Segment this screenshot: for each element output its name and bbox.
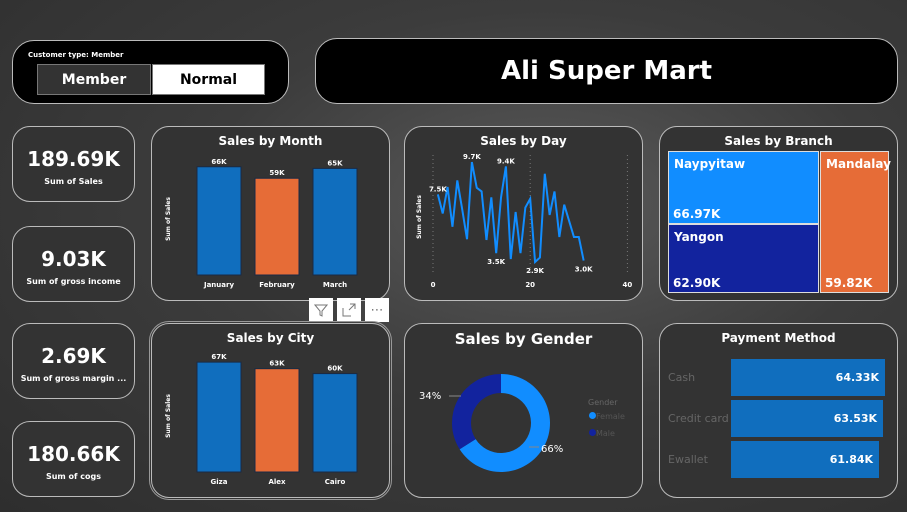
slicer-title: Customer type: Member [28, 51, 124, 59]
kpi-value: 2.69K [41, 344, 106, 368]
x-tick-label: Cairo [325, 478, 346, 486]
x-tick-label: Alex [268, 478, 286, 486]
x-tick-label: 40 [623, 281, 633, 289]
donut-slice-female [459, 374, 550, 472]
y-axis-label: Sum of Sales [416, 195, 423, 239]
kpi-value: 189.69K [27, 147, 120, 171]
treemap-tile-naypyitaw[interactable]: Naypyitaw 66.97K [668, 151, 819, 224]
more-options-icon[interactable]: ⋯ [365, 298, 389, 322]
data-label: 3.5K [487, 258, 505, 266]
data-label: 9.7K [463, 153, 481, 161]
kpi-card-sales: 189.69K Sum of Sales [12, 126, 135, 202]
treemap-tile-yangon[interactable]: Yangon 62.90K [668, 224, 819, 293]
sales-by-day-chart: Sum of Sales 0 20 40 7.5K 9.7K 3.5K 9.4K 2.9K 3.0… [416, 153, 633, 289]
tile-value: 59.82K [825, 276, 873, 290]
kpi-card-cogs: 180.66K Sum of cogs [12, 421, 135, 497]
data-label: 9.4K [497, 157, 515, 165]
data-label: 3.0K [575, 266, 593, 274]
legend-label: Female [596, 412, 625, 421]
kpi-card-gross-income: 9.03K Sum of gross income [12, 226, 135, 302]
sales-by-month-card[interactable]: Sales by Month Sum of Sales 66K January 59K… [151, 126, 390, 301]
sales-by-month-chart: Sum of Sales 66K January 59K February 65K Marc… [165, 158, 358, 289]
x-tick-label: January [203, 281, 234, 289]
x-tick-label: March [323, 281, 347, 289]
payment-label-ewallet: Ewallet [668, 453, 708, 466]
slicer-option-normal[interactable]: Normal [152, 64, 265, 95]
header-banner: Ali Super Mart [315, 38, 898, 104]
bar [312, 167, 358, 276]
sales-by-gender-card[interactable]: Sales by Gender 66% 34% Gender Female Mal… [404, 323, 643, 498]
filter-icon[interactable] [309, 298, 333, 322]
bar [196, 361, 242, 473]
x-tick-label: Giza [211, 478, 228, 486]
slicer-option-member[interactable]: Member [37, 64, 151, 95]
chart-title: Sales by Day [480, 134, 567, 148]
payment-label-credit-card: Credit card [668, 412, 729, 425]
payment-bar-ewallet[interactable]: 61.84K [731, 441, 880, 478]
sales-by-day-card[interactable]: Sales by Day Sum of Sales 0 20 40 7.5K 9.7K 3.… [404, 126, 643, 301]
kpi-value: 180.66K [27, 442, 120, 466]
page-title: Ali Super Mart [500, 56, 713, 86]
data-label: 63K [269, 360, 285, 368]
chart-title: Sales by Gender [454, 330, 593, 348]
payment-label-cash: Cash [668, 371, 696, 384]
legend-title: Gender [588, 398, 618, 407]
x-tick-label: 0 [431, 281, 436, 289]
customer-type-slicer: Customer type: Member Member Normal [12, 40, 289, 104]
chart-title: Sales by Branch [724, 134, 833, 148]
sales-by-city-card[interactable]: Sales by City Sum of Sales 67K Giza 63K Alex… [149, 321, 392, 500]
sales-by-gender-chart: 66% 34% [419, 374, 563, 472]
kpi-card-gross-margin: 2.69K Sum of gross margin ... [12, 323, 135, 399]
donut-slice-male [452, 374, 501, 450]
sales-line [436, 161, 585, 265]
bar [254, 368, 300, 473]
data-label: 7.5K [429, 185, 447, 193]
bar [196, 166, 242, 276]
data-label: 67K [211, 353, 227, 361]
y-axis-label: Sum of Sales [165, 197, 172, 241]
x-tick-label: February [259, 281, 295, 289]
data-label: 34% [419, 391, 441, 402]
data-label: 60K [327, 365, 343, 373]
bar [254, 177, 300, 276]
tile-label: Yangon [674, 230, 724, 244]
y-axis-label: Sum of Sales [165, 394, 172, 438]
legend-label: Male [596, 429, 615, 438]
chart-title: Sales by City [226, 331, 315, 345]
data-label: 65K [327, 159, 343, 167]
tile-label: Mandalay [826, 157, 891, 171]
tile-value: 66.97K [673, 207, 721, 221]
tile-label: Naypyitaw [674, 157, 746, 171]
legend-item-female[interactable]: Female [589, 412, 625, 421]
x-tick-label: 20 [525, 281, 535, 289]
tile-value: 62.90K [673, 276, 721, 290]
data-label: 66% [541, 444, 563, 455]
data-label: 2.9K [526, 267, 544, 275]
kpi-label: Sum of Sales [44, 177, 103, 186]
legend-dot-icon [589, 412, 596, 419]
chart-title: Sales by Month [218, 134, 323, 148]
sales-by-city-chart: Sum of Sales 67K Giza 63K Alex 60K Cairo [165, 353, 358, 486]
kpi-label: Sum of cogs [45, 472, 102, 481]
bar [312, 373, 358, 473]
treemap-tile-mandalay[interactable]: Mandalay 59.82K [820, 151, 891, 293]
chart-title: Payment Method [721, 331, 836, 345]
legend-dot-icon [589, 429, 596, 436]
focus-mode-icon[interactable] [337, 298, 361, 322]
legend-item-male[interactable]: Male [589, 429, 615, 438]
payment-bar-credit-card[interactable]: 63.53K [731, 400, 884, 437]
kpi-value: 9.03K [41, 247, 106, 271]
payment-bar-cash[interactable]: 64.33K [731, 359, 885, 396]
data-label: 59K [269, 169, 285, 177]
kpi-label: Sum of gross income [26, 277, 121, 286]
kpi-label: Sum of gross margin ... [20, 374, 127, 383]
data-label: 66K [211, 158, 227, 166]
